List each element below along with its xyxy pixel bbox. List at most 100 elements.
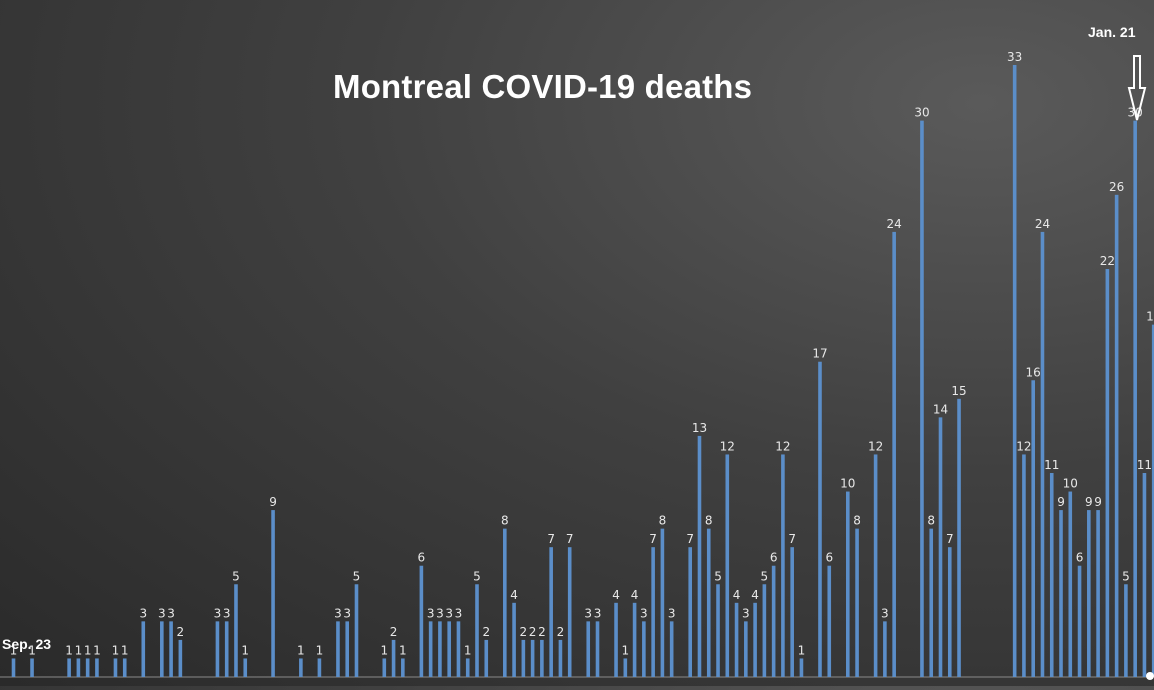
start-date-label: Sep. 23 xyxy=(2,636,52,652)
bar-value-label: 8 xyxy=(705,514,713,528)
bar-value-label: 11 xyxy=(1044,458,1059,472)
bar-value-label: 12 xyxy=(775,439,790,453)
bar xyxy=(549,547,553,677)
arrow-down-icon xyxy=(1127,55,1147,121)
bar-value-label: 5 xyxy=(232,569,240,583)
bar xyxy=(419,565,424,677)
bar xyxy=(827,565,832,677)
bar-value-label: 24 xyxy=(1035,217,1050,231)
bar-value-label: 8 xyxy=(501,514,509,528)
bar xyxy=(1151,324,1154,677)
bar-value-label: 4 xyxy=(751,588,759,602)
bar-value-label: 12 xyxy=(868,439,883,453)
bar-value-label: 3 xyxy=(668,606,676,620)
bar xyxy=(447,621,451,677)
bar-value-label: 4 xyxy=(612,588,620,602)
bar xyxy=(465,658,470,677)
bar xyxy=(957,398,961,677)
bar xyxy=(595,621,600,677)
bar xyxy=(753,602,757,677)
bar xyxy=(521,639,526,677)
bar-value-label: 10 xyxy=(840,477,855,491)
bar xyxy=(76,658,81,677)
bar xyxy=(1040,231,1045,677)
bar xyxy=(271,510,275,677)
bar xyxy=(716,584,720,677)
bar xyxy=(484,639,489,677)
bar xyxy=(1114,194,1119,677)
bar-value-label: 7 xyxy=(649,532,657,546)
bar-value-label: 10 xyxy=(1063,477,1078,491)
bar-value-label: 3 xyxy=(445,606,453,620)
bar-value-label: 2 xyxy=(520,625,528,639)
bar-value-label: 1 xyxy=(297,643,305,657)
bar-value-label: 3 xyxy=(594,606,602,620)
bar-value-label: 7 xyxy=(946,532,954,546)
bar-value-label: 2 xyxy=(482,625,490,639)
bar-value-label: 7 xyxy=(547,532,555,546)
bar xyxy=(892,231,896,677)
bar-value-label: 5 xyxy=(473,569,481,583)
bar-value-label: 6 xyxy=(825,551,833,565)
bar xyxy=(141,621,146,677)
bar-value-label: 3 xyxy=(223,606,231,620)
bar xyxy=(567,547,572,677)
bar xyxy=(1124,584,1128,677)
bar xyxy=(623,658,628,677)
bar-value-label: 2 xyxy=(557,625,565,639)
bar xyxy=(1049,473,1054,677)
bar xyxy=(799,658,804,677)
bar-value-label: 24 xyxy=(887,217,902,231)
bar xyxy=(456,621,461,677)
bar xyxy=(178,639,183,677)
bar-value-label: 3 xyxy=(427,606,435,620)
bar xyxy=(725,454,730,677)
bar-value-label: 5 xyxy=(1122,569,1130,583)
bar xyxy=(299,658,303,677)
bar-value-label: 14 xyxy=(933,402,948,416)
bar xyxy=(1077,565,1082,677)
bar-value-label: 1 xyxy=(798,643,806,657)
bar-value-label: 9 xyxy=(1057,495,1065,509)
bars-group xyxy=(11,65,1154,677)
bar xyxy=(512,602,516,677)
bar xyxy=(11,658,16,677)
bar-value-label: 1 xyxy=(75,643,83,657)
bar xyxy=(734,602,739,677)
bar xyxy=(558,639,563,677)
bar-value-label: 4 xyxy=(733,588,741,602)
bar-value-label: 15 xyxy=(951,384,966,398)
bar xyxy=(883,621,887,677)
bar-value-label: 3 xyxy=(640,606,648,620)
bar-value-label: 4 xyxy=(631,588,639,602)
bar-value-label: 9 xyxy=(269,495,277,509)
bar xyxy=(1031,380,1035,677)
bar-value-label: 1 xyxy=(464,643,472,657)
bar xyxy=(224,621,229,677)
bar-value-label: 1 xyxy=(621,643,629,657)
bar xyxy=(540,639,544,677)
bar xyxy=(85,658,90,677)
bar-value-label: 7 xyxy=(566,532,574,546)
bar xyxy=(781,454,785,677)
bar xyxy=(30,658,34,677)
bar-value-label: 3 xyxy=(334,606,342,620)
bar xyxy=(632,602,637,677)
bar-value-label: 1 xyxy=(399,643,407,657)
bar xyxy=(929,528,934,677)
bar xyxy=(1105,269,1110,677)
bar-value-label: 7 xyxy=(788,532,796,546)
bar-value-label: 9 xyxy=(1085,495,1093,509)
bar xyxy=(243,658,248,677)
bar xyxy=(1022,454,1026,677)
bar-value-label: 3 xyxy=(343,606,351,620)
bar-value-label: 8 xyxy=(927,514,935,528)
bar-value-label: 1 xyxy=(28,643,36,657)
bar xyxy=(586,621,591,677)
bar xyxy=(846,491,850,677)
bar xyxy=(1068,491,1073,677)
end-date-label: Jan. 21 xyxy=(1088,24,1136,40)
bar xyxy=(1087,510,1091,677)
bar xyxy=(475,584,479,677)
